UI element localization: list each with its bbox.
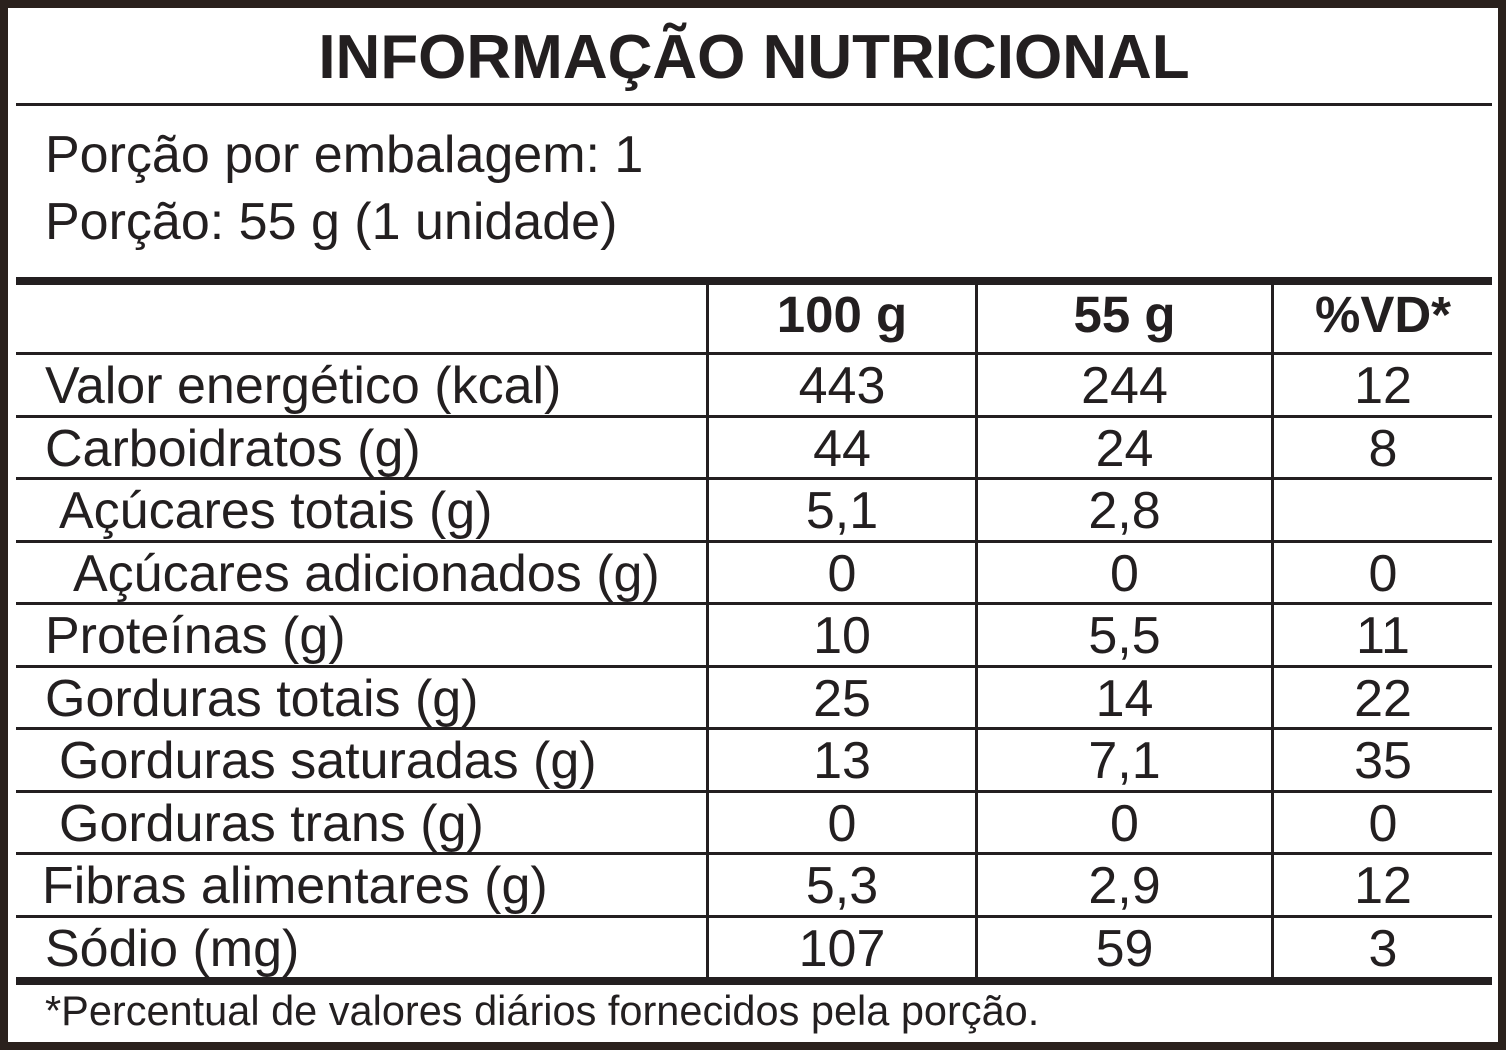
nutrient-row: Gorduras saturadas (g) 13 7,1 35: [16, 727, 1492, 790]
nutrition-table: 100 g 55 g %VD* Valor energético (kcal) …: [16, 277, 1492, 985]
table-header-row: 100 g 55 g %VD*: [16, 285, 1492, 352]
value-per-100g: 25: [813, 669, 871, 728]
value-per-100g: 0: [827, 794, 857, 853]
value-per-serving: 2,8: [1088, 482, 1161, 540]
value-daily-percent: 3: [1368, 919, 1398, 978]
value-per-serving: 59: [1095, 919, 1154, 978]
value-daily-percent: 22: [1354, 669, 1412, 728]
value-per-100g: 13: [813, 732, 871, 790]
nutrient-name: Proteínas (g): [45, 607, 346, 665]
nutrient-row: Gorduras trans (g) 0 0 0: [16, 789, 1492, 853]
value-daily-percent: 35: [1354, 732, 1412, 790]
value-daily-percent: 8: [1368, 419, 1398, 478]
value-per-serving: 5,5: [1088, 607, 1161, 665]
header-per-serving: 55 g: [1073, 286, 1176, 343]
value-per-serving: 24: [1095, 419, 1154, 478]
nutrient-row: Açúcares adicionados (g) 0 0 0: [16, 539, 1492, 603]
table-bottom-thick-divider: [16, 977, 1492, 985]
value-per-100g: 0: [827, 544, 857, 603]
nutrient-name: Fibras alimentares (g): [42, 857, 548, 915]
value-daily-percent: 0: [1368, 544, 1398, 603]
value-per-100g: 5,1: [805, 482, 879, 540]
value-per-serving: 2,9: [1088, 857, 1161, 915]
nutrient-name: Gorduras saturadas (g): [59, 732, 597, 790]
value-per-serving: 0: [1110, 794, 1139, 853]
value-daily-percent: 12: [1354, 357, 1412, 415]
value-daily-percent: 11: [1356, 607, 1410, 665]
nutrient-row: Fibras alimentares (g) 5,3 2,9 12: [16, 852, 1492, 915]
value-per-serving: 244: [1081, 357, 1168, 415]
header-per-100g: 100 g: [776, 286, 908, 343]
value-per-serving: 14: [1095, 669, 1154, 728]
value-daily-percent: 0: [1368, 794, 1398, 853]
column-divider: [975, 285, 978, 977]
servings-per-package: Porção por embalagem: 1: [45, 126, 644, 184]
table-top-thick-divider: [16, 277, 1492, 285]
value-per-100g: 5,3: [805, 857, 879, 915]
nutrient-row: Açúcares totais (g) 5,1 2,8: [16, 477, 1492, 540]
value-per-100g: 107: [798, 919, 886, 978]
nutrient-row: Carboidratos (g) 44 24 8: [16, 414, 1492, 478]
nutrient-name: Gorduras trans (g): [59, 794, 484, 853]
nutrient-name: Valor energético (kcal): [45, 357, 562, 415]
header-nutrient-column: [16, 285, 706, 352]
nutrient-name: Sódio (mg): [45, 919, 300, 978]
value-per-serving: 7,1: [1088, 732, 1161, 790]
nutrient-name: Gorduras totais (g): [45, 669, 479, 728]
header-daily-value: %VD*: [1314, 286, 1452, 343]
nutrient-row: Gorduras totais (g) 25 14 22: [16, 664, 1492, 728]
serving-size: Porção: 55 g (1 unidade): [45, 193, 618, 251]
value-per-serving: 0: [1110, 544, 1139, 603]
value-per-100g: 44: [813, 419, 871, 478]
nutrition-table-body: Valor energético (kcal) 443 244 12 Carbo…: [16, 352, 1492, 977]
nutrient-row: Proteínas (g) 10 5,5 11: [16, 602, 1492, 665]
value-per-100g: 443: [798, 357, 886, 415]
column-divider: [1271, 285, 1274, 977]
nutrient-name: Carboidratos (g): [45, 419, 421, 478]
value-daily-percent: 12: [1354, 857, 1412, 915]
value-per-100g: 10: [813, 607, 871, 665]
nutrient-name: Açúcares totais (g): [59, 482, 493, 540]
column-divider: [706, 285, 709, 977]
title-divider: [16, 103, 1492, 106]
footnote: *Percentual de valores diários fornecido…: [45, 987, 1040, 1034]
nutrient-name: Açúcares adicionados (g): [73, 544, 660, 603]
label-title: INFORMAÇÃO NUTRICIONAL: [318, 23, 1190, 92]
nutrient-row: Sódio (mg) 107 59 3: [16, 914, 1492, 978]
value-daily-percent: [1274, 484, 1492, 540]
nutrient-row: Valor energético (kcal) 443 244 12: [16, 352, 1492, 415]
